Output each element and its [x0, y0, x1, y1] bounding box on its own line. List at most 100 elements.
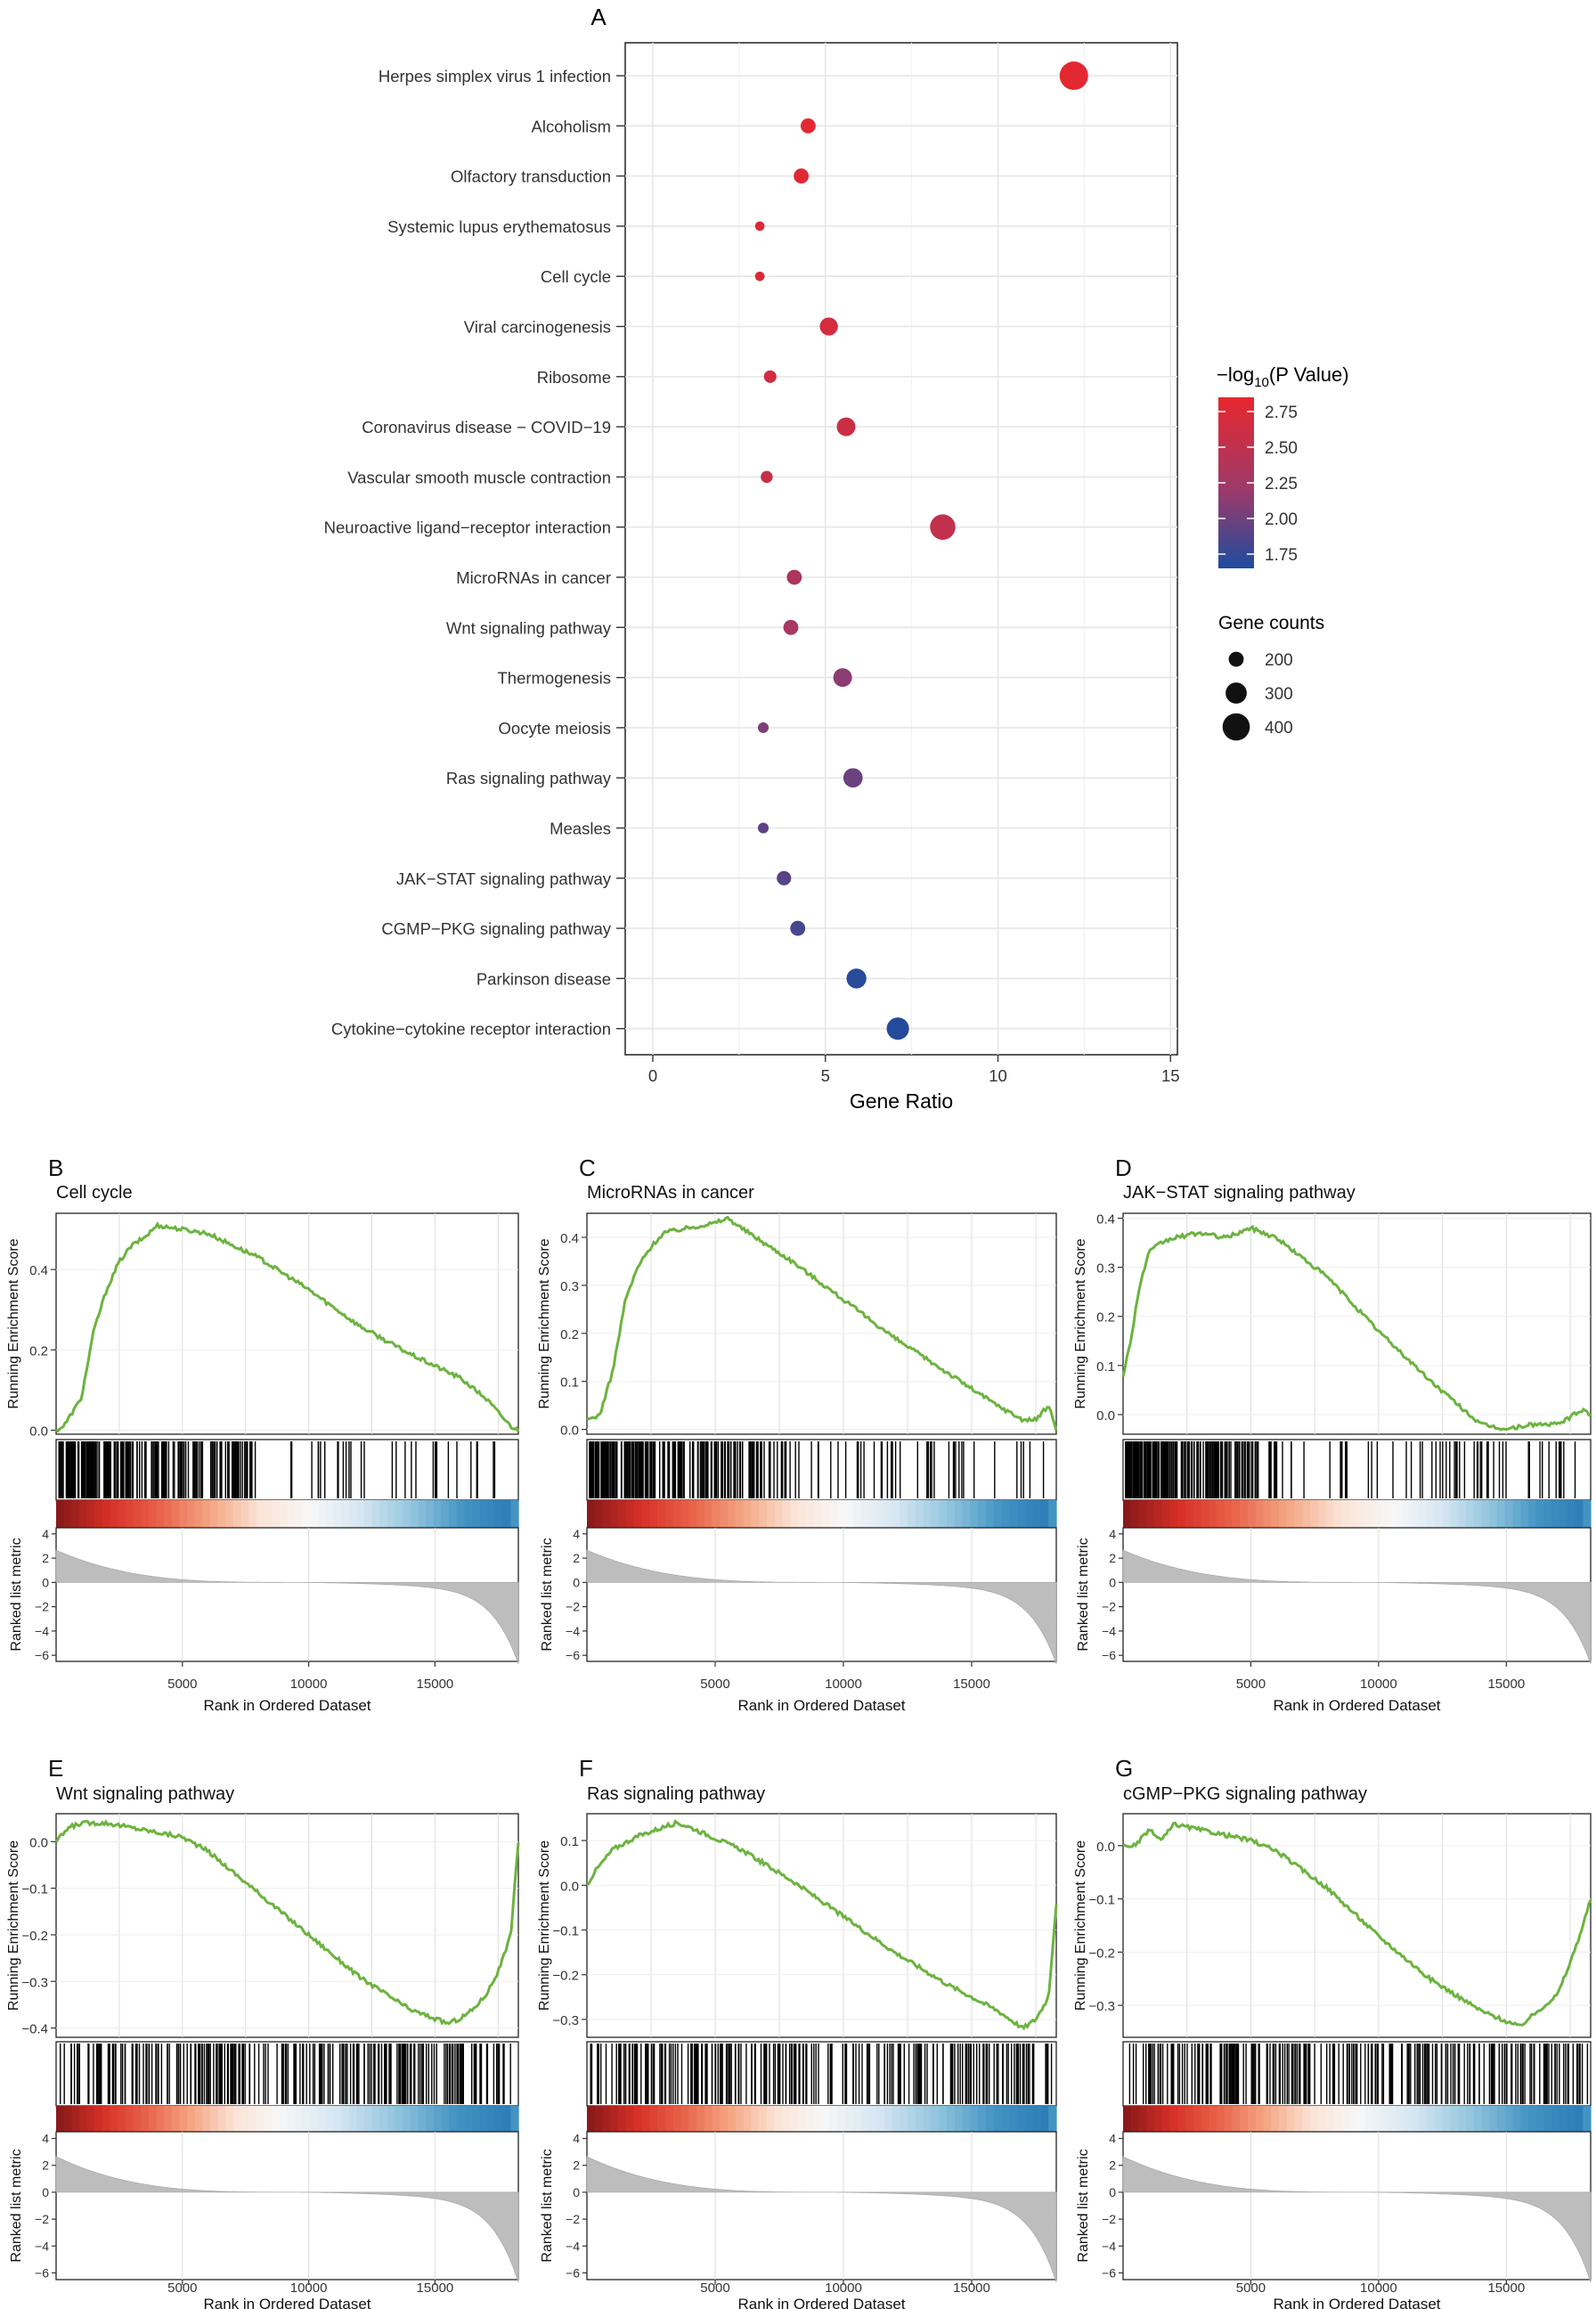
- dotplot-point: [819, 317, 838, 336]
- heat-segment: [915, 2106, 924, 2132]
- x-tick-label: 0: [648, 1066, 657, 1085]
- heat-segment: [704, 1500, 713, 1528]
- heat-segment: [1161, 1500, 1171, 1528]
- heat-segment: [1232, 1500, 1241, 1528]
- metric-x-tick-label: 15000: [1487, 1677, 1525, 1692]
- panel-label: C: [579, 1154, 596, 1181]
- heat-segment: [1138, 2106, 1147, 2132]
- metric-x-tick-label: 10000: [1360, 2280, 1397, 2296]
- heat-segment: [672, 2106, 681, 2132]
- heat-segment: [71, 1500, 80, 1528]
- heat-segment: [348, 1500, 357, 1528]
- heat-segment: [348, 2106, 357, 2132]
- metric-y-tick-label: 4: [1109, 2132, 1116, 2146]
- heat-segment: [751, 2106, 760, 2132]
- heat-segment: [325, 1500, 335, 1528]
- category-label: Ras signaling pathway: [446, 769, 612, 787]
- heat-segment: [892, 2106, 900, 2132]
- metric-frame: [55, 1527, 519, 1662]
- heat-segment: [970, 1500, 979, 1528]
- dotplot-point: [757, 822, 770, 834]
- heat-segment: [449, 2106, 458, 2132]
- heat-segment: [418, 1500, 427, 1528]
- heat-segment: [1341, 2106, 1350, 2132]
- heat-segment: [782, 1500, 791, 1528]
- metric-y-tick-label: 0: [42, 2185, 49, 2199]
- es-frame: [55, 1212, 519, 1435]
- heat-segment: [133, 2106, 142, 2132]
- dotplot-point: [757, 722, 770, 733]
- heat-segment: [610, 2106, 619, 2132]
- heat-segment: [464, 1500, 473, 1528]
- es-y-tick-label: 0.1: [1096, 1359, 1115, 1375]
- heat-segment: [978, 1500, 987, 1528]
- heat-segment: [118, 1500, 126, 1528]
- size-legend-label: 200: [1265, 651, 1293, 670]
- heat-segment: [587, 2106, 596, 2132]
- heat-segment: [657, 1500, 666, 1528]
- metric-y-tick-label: 2: [573, 1551, 580, 1565]
- metric-y-tick-label: 4: [42, 2132, 49, 2146]
- heat-segment: [1466, 2106, 1475, 2132]
- colorbar-tick-label: 2.75: [1265, 404, 1298, 422]
- colorbar-tick-label: 1.75: [1265, 546, 1298, 565]
- es-frame: [586, 1212, 1057, 1435]
- heat-segment: [1341, 1500, 1350, 1528]
- heat-segment: [318, 1500, 327, 1528]
- heat-segment: [805, 1500, 815, 1528]
- colorbar-tick-label: 2.25: [1265, 475, 1298, 494]
- heat-segment: [735, 2106, 745, 2132]
- es-y-axis-label: Running Enrichment Score: [1073, 1238, 1088, 1408]
- es-y-tick-label: 0.4: [29, 1263, 48, 1278]
- heat-segment: [395, 2106, 403, 2132]
- heat-segment: [962, 1500, 971, 1528]
- ranked-metric-area: [1122, 1549, 1592, 1664]
- heat-segment: [272, 2106, 281, 2132]
- heat-segment: [915, 1500, 924, 1528]
- es-y-tick-label: −0.3: [21, 1975, 48, 1990]
- heat-segment: [1535, 2106, 1545, 2132]
- category-label: Systemic lupus erythematosus: [387, 217, 611, 236]
- heat-segment: [1130, 2106, 1140, 2132]
- heat-segment: [1458, 1500, 1467, 1528]
- heat-segment: [1232, 2106, 1241, 2132]
- enrichment-curve: [54, 1819, 520, 2026]
- heat-segment: [633, 1500, 643, 1528]
- heat-segment: [410, 1500, 419, 1528]
- heat-segment: [743, 2106, 753, 2132]
- heat-segment: [310, 2106, 319, 2132]
- category-label: Herpes simplex virus 1 infection: [379, 67, 611, 86]
- dotplot-x-ticks: 0 5 10 15: [648, 1055, 1180, 1085]
- heat-segment: [295, 2106, 304, 2132]
- panel-label: F: [579, 1755, 593, 1782]
- category-label: Measles: [550, 820, 611, 838]
- heat-segment: [1217, 1500, 1226, 1528]
- heat-segment: [1286, 2106, 1296, 2132]
- heat-segment: [1497, 2106, 1506, 2132]
- heat-segment: [790, 1500, 799, 1528]
- dotplot-grid: [625, 43, 1177, 1055]
- heat-segment: [156, 1500, 165, 1528]
- heat-segment: [813, 1500, 823, 1528]
- heat-segment: [1458, 2106, 1467, 2132]
- heat-segment: [1024, 1500, 1034, 1528]
- rank-heat-strip: [587, 1500, 1057, 1528]
- dotplot-point: [786, 569, 802, 585]
- metric-frame: [586, 2131, 1057, 2280]
- heat-segment: [884, 1500, 893, 1528]
- heat-segment: [1032, 1500, 1042, 1528]
- category-label: MicroRNAs in cancer: [456, 568, 611, 587]
- heat-segment: [821, 1500, 830, 1528]
- es-y-axis-label: Running Enrichment Score: [6, 1238, 21, 1408]
- heat-segment: [371, 2106, 380, 2132]
- heat-segment: [1217, 2106, 1226, 2132]
- heat-segment: [1481, 2106, 1490, 2132]
- heat-segment: [426, 2106, 435, 2132]
- panel-label: E: [48, 1755, 63, 1782]
- heat-segment: [1411, 1500, 1421, 1528]
- heat-segment: [232, 1500, 242, 1528]
- heat-segment: [1567, 2106, 1576, 2132]
- heat-segment: [1001, 1500, 1010, 1528]
- heat-segment: [1535, 1500, 1545, 1528]
